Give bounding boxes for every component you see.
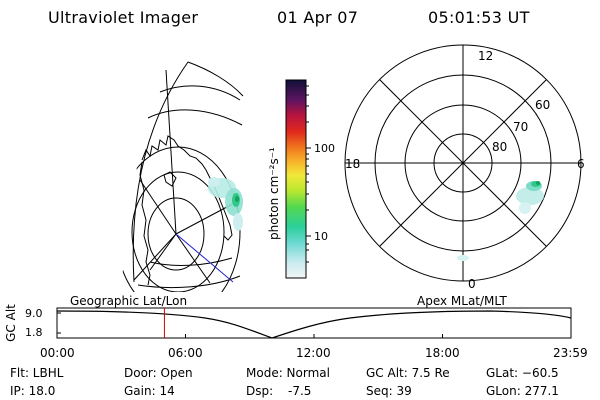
tangent-line	[175, 233, 234, 283]
door-readout: Door: Open	[124, 366, 193, 380]
map-lat-circle-mid	[131, 171, 225, 292]
mlat-label-60: 60	[535, 98, 550, 112]
mlt-label-6: 6	[577, 157, 585, 171]
mlt-label-12: 12	[478, 49, 493, 63]
altitude-x-tick-label: 23:59	[553, 346, 588, 360]
map-lat-arc-2	[147, 109, 243, 126]
altitude-tick-label: 9.0	[25, 307, 43, 320]
colorbar-tick-label: 10	[314, 230, 328, 243]
time-readout: 05:01:53 UT	[428, 8, 530, 27]
mlat-label-80: 80	[492, 140, 507, 154]
map-meridian	[133, 233, 177, 281]
colorbar-scale	[285, 79, 307, 279]
seq-readout: Seq: 39	[366, 384, 412, 398]
mlt-label-0: 0	[468, 277, 476, 291]
ip-readout: IP: 18.0	[10, 384, 56, 398]
glat-readout: GLat: −60.5	[486, 366, 559, 380]
altitude-x-tick-label: 12:00	[296, 346, 331, 360]
altitude-x-ticks	[56, 334, 572, 338]
map-meridian	[165, 69, 177, 235]
aurora-emission-polar	[457, 181, 544, 261]
dsp-value: -7.5	[288, 384, 312, 398]
gc-alt-readout: GC Alt: 7.5 Re	[366, 366, 450, 380]
mlat-label-70: 70	[513, 120, 528, 134]
altitude-tick-label: 1.8	[25, 326, 43, 339]
aurora-emission-geographic	[208, 177, 243, 231]
coastline	[139, 161, 151, 286]
map-limb-top	[187, 61, 244, 97]
altitude-curve	[56, 310, 572, 339]
gain-readout: Gain: 14	[124, 384, 175, 398]
geographic-map-label: Geographic Lat/Lon	[70, 294, 188, 308]
altitude-y-ticks	[57, 312, 61, 334]
filter-readout: Flt: LBHL	[10, 366, 64, 380]
polar-grid	[344, 44, 582, 282]
altitude-x-tick-label: 06:00	[168, 346, 203, 360]
map-meridian	[149, 233, 177, 271]
map-lat-circle-inner	[147, 197, 205, 271]
apex-map-label: Apex MLat/MLT	[417, 294, 507, 308]
app-title: Ultraviolet Imager	[48, 8, 199, 27]
polar-meridian-diag	[379, 79, 547, 247]
coastline	[141, 135, 233, 241]
dsp-label: Dsp:	[246, 384, 274, 398]
map-meridian	[139, 179, 177, 235]
colorbar-ticks	[306, 85, 311, 263]
map-meridian	[175, 233, 211, 284]
coastline-island	[163, 171, 177, 187]
altitude-x-tick-label: 18:00	[425, 346, 460, 360]
map-lat-circle-outer	[120, 146, 241, 292]
mode-readout: Mode: Normal	[246, 366, 330, 380]
colorbar-tick-label: 100	[314, 142, 335, 155]
mlt-label-18: 18	[345, 157, 360, 171]
map-lower-arc	[149, 257, 233, 266]
colorbar-unit-label: photon cm⁻²s⁻¹	[267, 147, 281, 240]
date-readout: 01 Apr 07	[277, 8, 359, 27]
altitude-x-tick-label: 00:00	[40, 346, 75, 360]
glon-readout: GLon: 277.1	[486, 384, 559, 398]
